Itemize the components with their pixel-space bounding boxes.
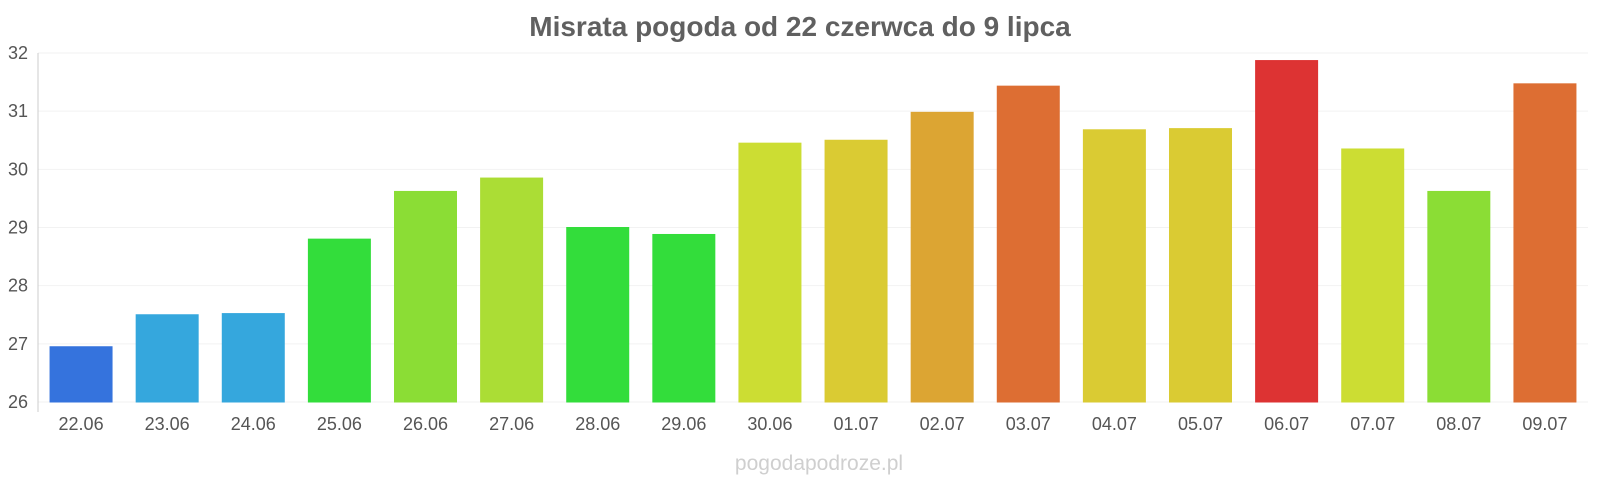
- bar-06.07: [1255, 60, 1319, 403]
- bar-29.06: [652, 233, 716, 403]
- x-tick-label: 08.07: [1436, 414, 1481, 434]
- x-tick-label: 28.06: [575, 414, 620, 434]
- bar-24.06: [221, 313, 285, 403]
- bar-22.06: [49, 346, 113, 403]
- y-tick-label: 31: [8, 101, 28, 121]
- x-tick-label: 23.06: [145, 414, 190, 434]
- bar-23.06: [135, 314, 199, 403]
- x-tick-label: 29.06: [661, 414, 706, 434]
- bar-08.07: [1427, 190, 1491, 403]
- y-tick-label: 27: [8, 334, 28, 354]
- y-tick-label: 26: [8, 392, 28, 412]
- x-tick-label: 03.07: [1006, 414, 1051, 434]
- bar-03.07: [996, 85, 1060, 403]
- bar-09.07: [1513, 83, 1577, 403]
- x-tick-label: 30.06: [747, 414, 792, 434]
- x-tick-label: 04.07: [1092, 414, 1137, 434]
- bar-27.06: [480, 177, 544, 403]
- bar-02.07: [910, 111, 974, 403]
- x-tick-label: 06.07: [1264, 414, 1309, 434]
- bar-26.06: [394, 190, 457, 403]
- x-tick-label: 22.06: [59, 414, 104, 434]
- x-axis-ticks: 22.06 23.06 24.06 25.06 26.06 27.06 28.06 29.06…: [59, 414, 1568, 434]
- bar-25.06: [307, 238, 371, 403]
- chart-title: Misrata pogoda od 22 czerwca do 9 lipca: [529, 11, 1071, 42]
- x-tick-label: 07.07: [1350, 414, 1395, 434]
- x-tick-label: 27.06: [489, 414, 534, 434]
- y-axis-ticks: 26 27 28 29 30 31 32: [8, 43, 28, 412]
- x-tick-label: 24.06: [231, 414, 276, 434]
- bar-05.07: [1169, 128, 1232, 403]
- bar-28.06: [566, 227, 630, 403]
- grid-lines: [38, 52, 1588, 403]
- bar-01.07: [824, 139, 888, 403]
- x-tick-label: 26.06: [403, 414, 448, 434]
- x-tick-label: 25.06: [317, 414, 362, 434]
- x-tick-label: 01.07: [834, 414, 879, 434]
- x-tick-label: 09.07: [1522, 414, 1567, 434]
- y-tick-label: 30: [8, 159, 28, 179]
- y-tick-label: 28: [8, 276, 28, 296]
- y-tick-label: 32: [8, 43, 28, 63]
- bar-07.07: [1341, 148, 1405, 403]
- bars: [49, 60, 1577, 403]
- bar-04.07: [1082, 129, 1146, 403]
- x-tick-label: 05.07: [1178, 414, 1223, 434]
- x-tick-label: 02.07: [920, 414, 965, 434]
- watermark: pogodapodroze.pl: [735, 452, 903, 475]
- bar-30.06: [738, 142, 802, 403]
- y-tick-label: 29: [8, 218, 28, 238]
